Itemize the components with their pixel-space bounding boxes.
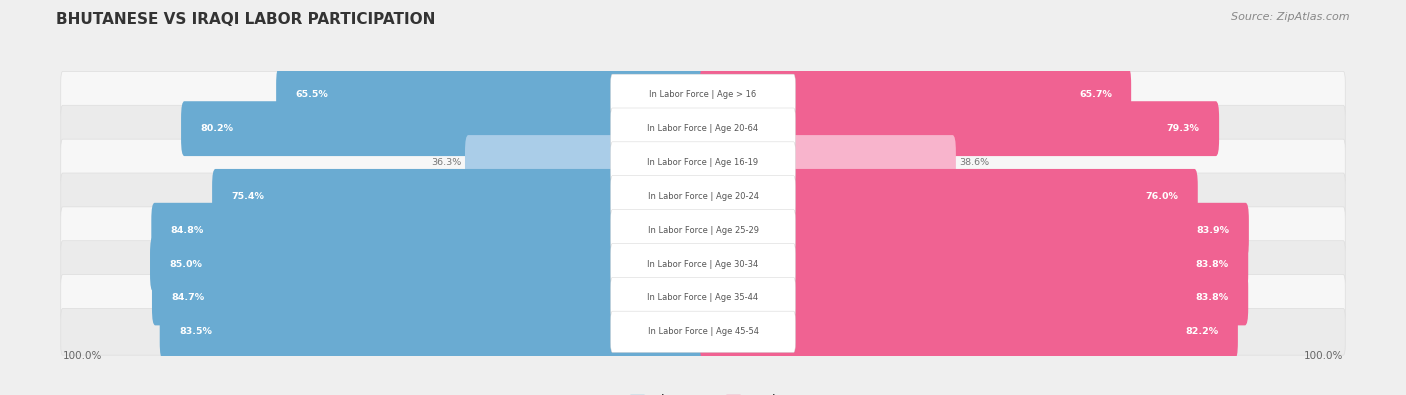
Text: 79.3%: 79.3%	[1167, 124, 1199, 133]
FancyBboxPatch shape	[181, 101, 706, 156]
Text: 75.4%: 75.4%	[232, 192, 264, 201]
FancyBboxPatch shape	[700, 305, 1237, 359]
Text: 100.0%: 100.0%	[1303, 351, 1343, 361]
FancyBboxPatch shape	[700, 68, 1132, 122]
Text: 83.8%: 83.8%	[1195, 260, 1229, 269]
FancyBboxPatch shape	[610, 243, 796, 285]
Text: 65.5%: 65.5%	[295, 90, 328, 99]
Text: 82.2%: 82.2%	[1185, 327, 1219, 336]
FancyBboxPatch shape	[700, 101, 1219, 156]
FancyBboxPatch shape	[700, 169, 1198, 224]
Text: Source: ZipAtlas.com: Source: ZipAtlas.com	[1232, 12, 1350, 22]
FancyBboxPatch shape	[60, 275, 1346, 321]
Text: In Labor Force | Age 20-64: In Labor Force | Age 20-64	[647, 124, 759, 133]
FancyBboxPatch shape	[60, 139, 1346, 186]
Text: In Labor Force | Age 45-54: In Labor Force | Age 45-54	[648, 327, 758, 336]
Text: 83.5%: 83.5%	[179, 327, 212, 336]
FancyBboxPatch shape	[160, 305, 706, 359]
Text: 76.0%: 76.0%	[1146, 192, 1178, 201]
FancyBboxPatch shape	[152, 271, 706, 325]
Text: 83.9%: 83.9%	[1197, 226, 1229, 235]
FancyBboxPatch shape	[152, 203, 706, 258]
FancyBboxPatch shape	[610, 108, 796, 149]
FancyBboxPatch shape	[700, 271, 1249, 325]
Text: 85.0%: 85.0%	[170, 260, 202, 269]
FancyBboxPatch shape	[60, 308, 1346, 355]
Text: In Labor Force | Age 30-34: In Labor Force | Age 30-34	[647, 260, 759, 269]
FancyBboxPatch shape	[700, 203, 1249, 258]
Text: 36.3%: 36.3%	[432, 158, 461, 167]
Text: 84.7%: 84.7%	[172, 293, 204, 303]
Text: In Labor Force | Age 35-44: In Labor Force | Age 35-44	[647, 293, 759, 303]
FancyBboxPatch shape	[610, 142, 796, 183]
FancyBboxPatch shape	[60, 241, 1346, 288]
Text: 80.2%: 80.2%	[201, 124, 233, 133]
Text: 65.7%: 65.7%	[1078, 90, 1112, 99]
Text: In Labor Force | Age > 16: In Labor Force | Age > 16	[650, 90, 756, 99]
FancyBboxPatch shape	[700, 135, 956, 190]
FancyBboxPatch shape	[610, 210, 796, 251]
FancyBboxPatch shape	[700, 237, 1249, 292]
FancyBboxPatch shape	[610, 74, 796, 115]
FancyBboxPatch shape	[610, 311, 796, 352]
FancyBboxPatch shape	[610, 277, 796, 319]
FancyBboxPatch shape	[150, 237, 706, 292]
Text: In Labor Force | Age 20-24: In Labor Force | Age 20-24	[648, 192, 758, 201]
Text: 84.8%: 84.8%	[170, 226, 204, 235]
FancyBboxPatch shape	[60, 173, 1346, 220]
Text: In Labor Force | Age 25-29: In Labor Force | Age 25-29	[648, 226, 758, 235]
FancyBboxPatch shape	[465, 135, 706, 190]
FancyBboxPatch shape	[60, 71, 1346, 118]
Text: 100.0%: 100.0%	[63, 351, 103, 361]
Text: 83.8%: 83.8%	[1195, 293, 1229, 303]
Text: In Labor Force | Age 16-19: In Labor Force | Age 16-19	[647, 158, 759, 167]
Text: 38.6%: 38.6%	[959, 158, 990, 167]
FancyBboxPatch shape	[212, 169, 706, 224]
FancyBboxPatch shape	[60, 207, 1346, 254]
FancyBboxPatch shape	[610, 176, 796, 217]
FancyBboxPatch shape	[60, 105, 1346, 152]
FancyBboxPatch shape	[276, 68, 706, 122]
Legend: Bhutanese, Iraqi: Bhutanese, Iraqi	[626, 390, 780, 395]
Text: BHUTANESE VS IRAQI LABOR PARTICIPATION: BHUTANESE VS IRAQI LABOR PARTICIPATION	[56, 12, 436, 27]
